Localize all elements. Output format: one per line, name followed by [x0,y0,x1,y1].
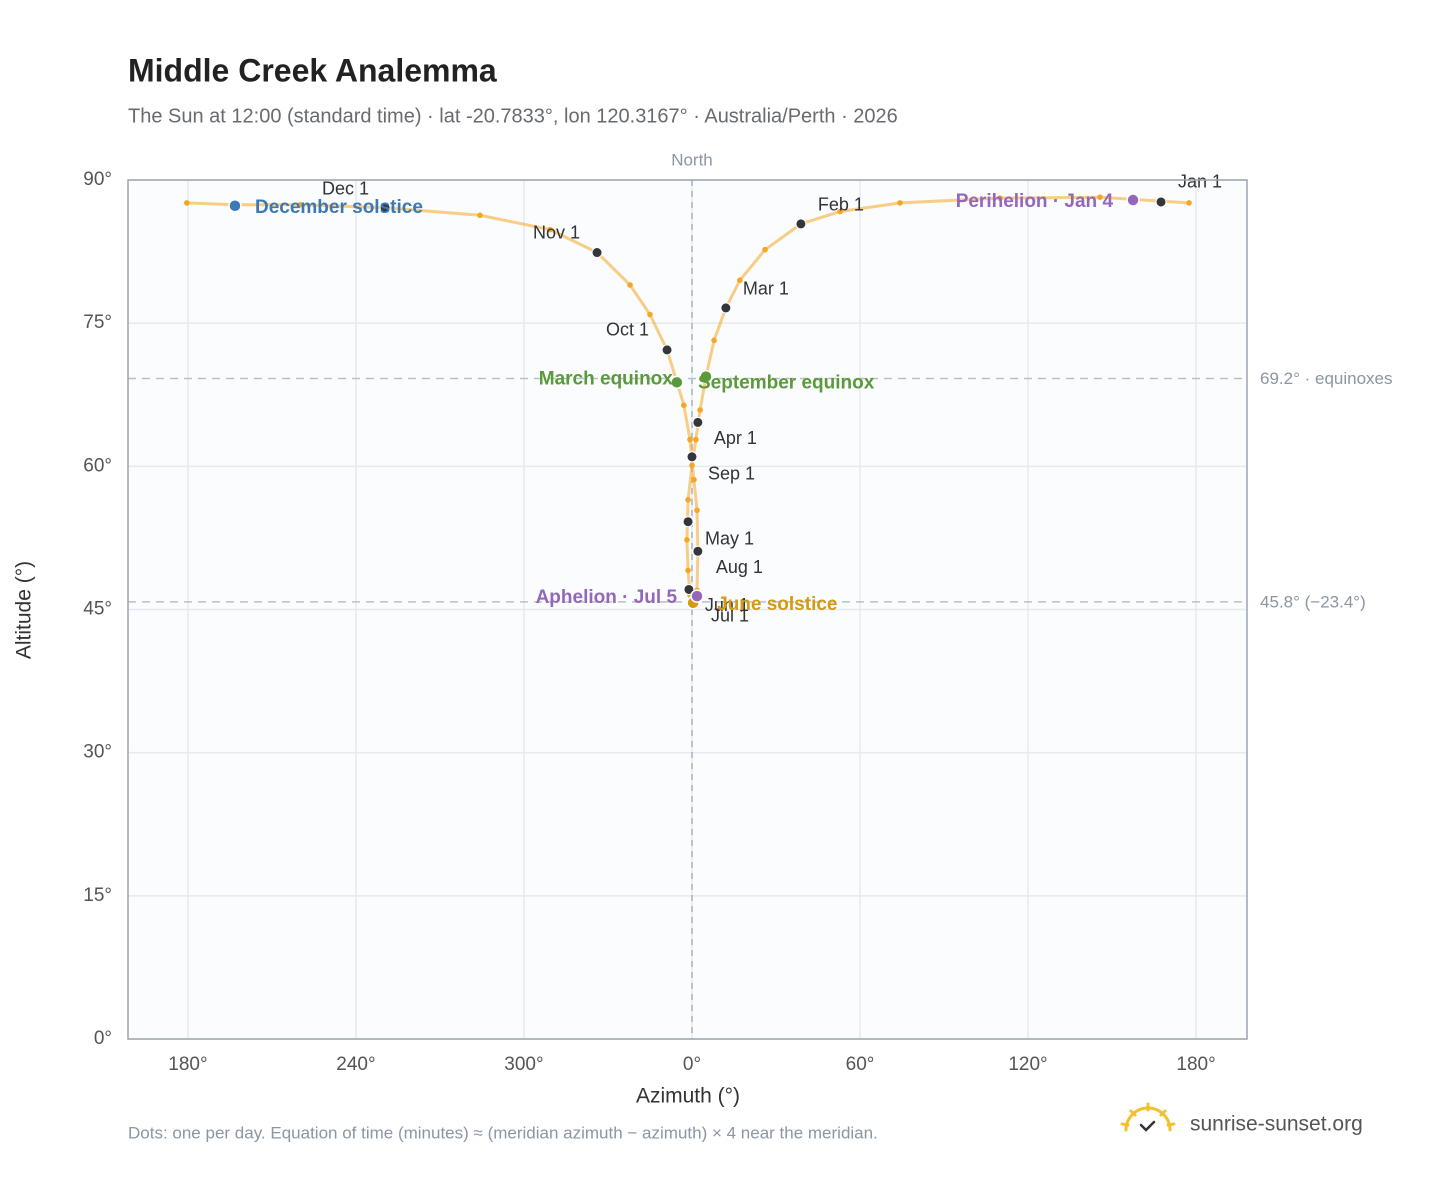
event-label: Perihelion · Jan 4 [956,191,1114,212]
day-dot [647,311,653,318]
reference-label: 69.2° · equinoxes [1260,369,1393,388]
event-label: Aphelion · Jul 5 [536,587,678,608]
month-label: Oct 1 [606,320,649,340]
brand: sunrise-sunset.org [1190,1113,1363,1136]
month-dot [686,451,698,463]
event-dot [699,369,713,384]
month-label: Jul 1 [711,606,749,626]
y-tick-label: 30° [83,742,112,763]
y-tick-label: 15° [83,885,112,906]
day-dot [694,507,700,514]
month-dot [379,202,391,214]
x-tick-label: 60° [846,1054,875,1075]
month-dot [591,247,603,259]
x-tick-label: 240° [336,1054,375,1075]
chart-title: Middle Creek Analemma [128,52,497,88]
month-dot [682,516,694,528]
y-tick-label: 60° [83,455,112,476]
day-dot [1097,194,1103,200]
day-dot [477,212,483,219]
day-dot [547,226,553,233]
month-label: Mar 1 [743,279,789,299]
month-label: Sep 1 [708,464,755,484]
day-dot [693,436,699,443]
event-label: September equinox [698,373,875,394]
reference-label: 45.8° (−23.4°) [1260,592,1366,611]
month-label: May 1 [705,528,754,548]
month-label: Dec 1 [322,178,369,198]
day-dot [685,567,691,574]
event-dot [670,375,684,390]
y-tick-label: 75° [83,312,112,333]
month-dot [661,344,673,356]
event-label: December solstice [255,197,423,218]
month-dot [683,583,695,595]
month-dot [692,416,704,428]
month-dot [692,545,704,557]
x-tick-label: 180° [168,1054,207,1075]
month-dot [1155,196,1167,208]
event-dot [690,589,704,603]
y-axis-label: Altitude (°) [13,561,36,659]
month-label: Jun 1 [705,595,749,615]
month-dot [795,218,807,230]
y-tick-label: 90° [83,169,112,190]
day-dot [684,537,690,543]
plot-border [127,179,1248,1040]
day-dot [685,496,691,503]
day-dot [897,200,903,206]
x-tick-label: 180° [1176,1054,1215,1075]
month-label: Feb 1 [818,195,864,215]
x-tick-label: 300° [504,1054,543,1075]
day-dot [687,436,693,443]
month-label: Jan 1 [1178,172,1222,192]
x-tick-label: 0° [683,1054,701,1075]
day-dot [689,462,695,469]
day-dot [711,337,717,344]
event-dot [1126,193,1140,207]
y-tick-label: 0° [94,1028,112,1049]
day-dot [627,282,633,288]
day-dot [184,200,190,206]
month-label: Apr 1 [714,428,757,448]
day-dot [297,202,303,208]
day-dot [681,402,687,409]
footnote: Dots: one per day. Equation of time (min… [128,1123,878,1142]
event-label: June solstice [717,594,837,615]
day-dot [737,277,743,284]
meridian-label: North [671,150,713,169]
month-label: Aug 1 [716,557,763,577]
day-dot [691,476,697,483]
y-tick-label: 45° [83,599,112,620]
event-label: March equinox [539,368,674,389]
month-dot [720,302,732,314]
day-dot [697,407,703,413]
brand-logo [1120,1102,1176,1132]
month-label: Nov 1 [533,222,580,242]
day-dot [1186,200,1192,206]
chart-subtitle: The Sun at 12:00 (standard time) · lat -… [128,105,898,127]
x-tick-label: 120° [1008,1054,1047,1075]
day-dot [997,195,1003,201]
event-dot [228,199,242,213]
x-axis-label: Azimuth (°) [636,1085,740,1108]
day-dot [837,208,843,215]
day-dot [762,246,768,253]
